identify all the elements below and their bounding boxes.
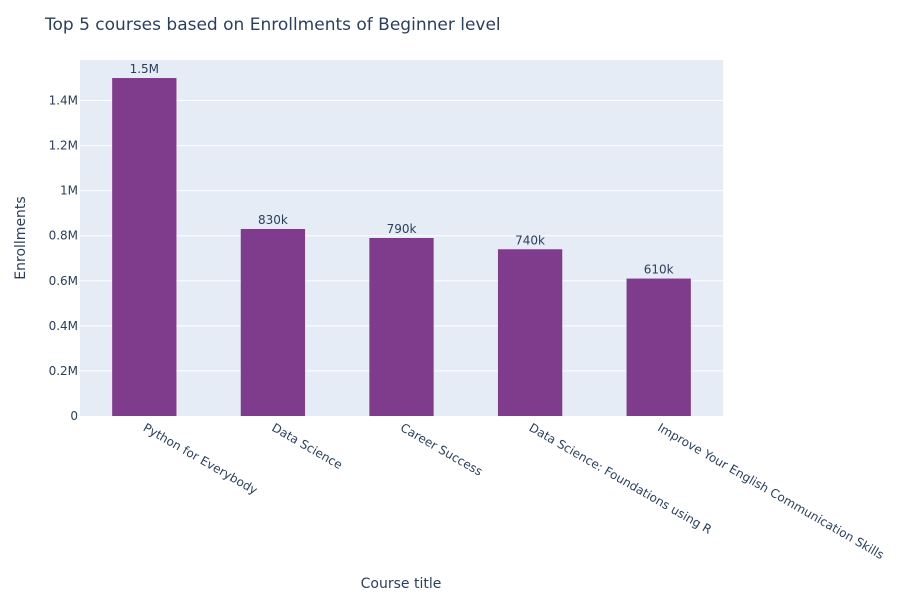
x-axis-title: Course title (361, 576, 442, 592)
y-axis-ticks: 0 0.2M 0.4M 0.6M 0.8M 1M 1.2M 1.4M (49, 94, 78, 423)
bars (112, 78, 691, 416)
bar (369, 238, 434, 416)
y-tick-label: 1.2M (49, 139, 78, 153)
bar-value-label: 830k (258, 213, 288, 227)
y-tick-label: 0.4M (49, 319, 78, 333)
chart-title: Top 5 courses based on Enrollments of Be… (44, 15, 501, 35)
y-tick-label: 0.8M (49, 229, 78, 243)
y-tick-label: 0.6M (49, 274, 78, 288)
bar (240, 228, 306, 416)
bar-value-label: 1.5M (130, 62, 159, 76)
bar (626, 278, 691, 416)
x-tick-label: Career Success (398, 420, 485, 478)
y-axis-title: Enrollments (13, 196, 29, 279)
x-tick-label: Improve Your English Communication Skill… (655, 420, 886, 562)
bar (112, 78, 177, 416)
y-tick-label: 1M (60, 184, 78, 198)
x-tick-label: Python for Everybody (141, 420, 260, 497)
bar-value-label: 790k (387, 222, 417, 236)
bar (497, 249, 563, 416)
x-axis-ticks: Python for Everybody Data Science Career S… (141, 420, 887, 562)
y-tick-label: 0.2M (49, 364, 78, 378)
y-tick-label: 1.4M (49, 94, 78, 108)
bar-value-label: 610k (644, 263, 674, 277)
bar-value-labels: 1.5M 830k 790k 740k 610k (130, 62, 674, 277)
x-tick-label: Data Science (269, 420, 344, 472)
bar-value-label: 740k (515, 233, 545, 247)
y-tick-label: 0 (70, 409, 78, 423)
